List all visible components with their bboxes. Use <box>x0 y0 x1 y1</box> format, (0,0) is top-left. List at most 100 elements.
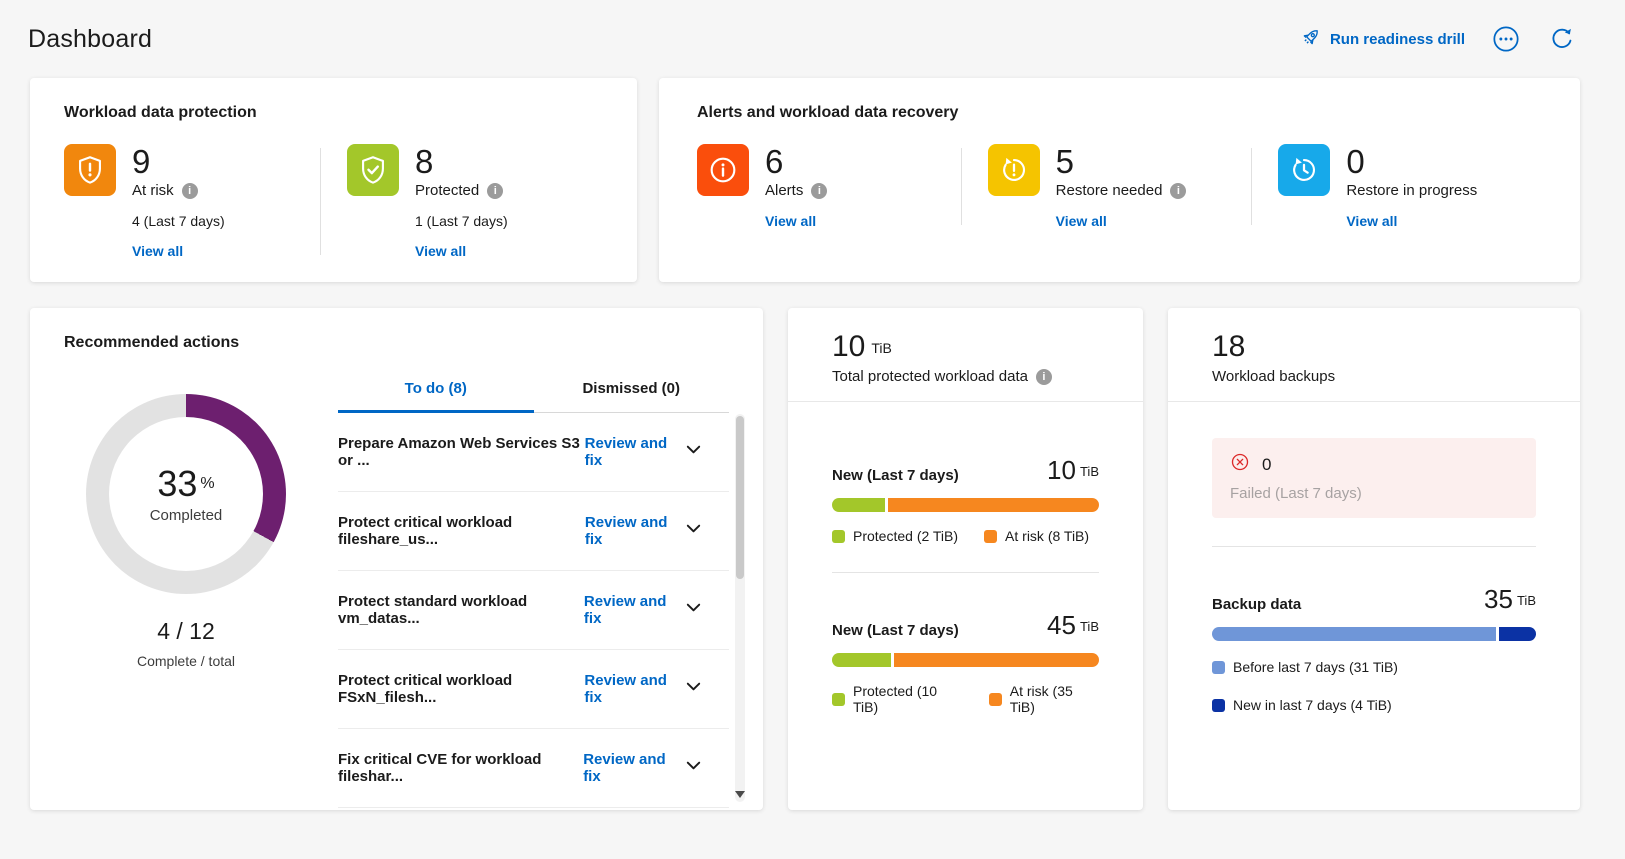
restore-in-progress-label: Restore in progress <box>1346 182 1478 199</box>
at-risk-view-all-link[interactable]: View all <box>132 243 184 259</box>
info-icon[interactable] <box>1035 368 1052 385</box>
legend-swatch <box>1212 698 1225 712</box>
action-row: Protect critical workload FSxN_filesh...… <box>338 650 729 729</box>
page-header: Dashboard Run readiness drill <box>28 14 1577 64</box>
section-title: New (Last 7 days) <box>832 622 959 639</box>
donut-caption: Completed <box>149 506 223 524</box>
more-options-button[interactable] <box>1491 24 1521 54</box>
review-and-fix-button[interactable]: Review and fix <box>584 593 703 627</box>
run-readiness-drill-button[interactable]: Run readiness drill <box>1300 26 1465 52</box>
divider <box>832 572 1099 573</box>
protected-stat: 8 Protected 1 (Last 7 days) View all <box>347 144 603 259</box>
scrollbar-down-arrow[interactable] <box>735 789 745 799</box>
donut-percent-unit: % <box>200 474 215 492</box>
protection-stats: 9 At risk 4 (Last 7 days) View all 8 <box>64 144 603 259</box>
review-and-fix-button[interactable]: Review and fix <box>584 672 703 706</box>
legend-swatch <box>832 529 845 543</box>
alerts-view-all-link[interactable]: View all <box>765 213 817 229</box>
total-protected-unit: TiB <box>871 340 892 356</box>
bar-segment-new-7-days <box>1499 627 1536 641</box>
legend-at-risk: At risk (35 TiB) <box>988 683 1099 715</box>
run-readiness-drill-label: Run readiness drill <box>1329 30 1465 48</box>
protected-view-all-link[interactable]: View all <box>415 243 467 259</box>
section-unit: TiB <box>1079 619 1099 634</box>
legend-before-7-days: Before last 7 days (31 TiB) <box>1212 659 1536 675</box>
total-protected-data-card: 10 TiB Total protected workload data New… <box>788 308 1143 810</box>
legend-protected: Protected (10 TiB) <box>832 683 963 715</box>
workload-data-protection-card: Workload data protection 9 At risk 4 (La… <box>30 78 637 282</box>
chevron-down-icon[interactable] <box>684 519 703 543</box>
action-row: Prepare Amazon Web Services S3 or ... Re… <box>338 413 729 492</box>
restore-needed-view-all-link[interactable]: View all <box>1055 213 1107 229</box>
legend-protected: Protected (2 TiB) <box>832 528 958 544</box>
page-title: Dashboard <box>28 24 153 53</box>
tab-todo[interactable]: To do (8) <box>338 368 534 413</box>
alerts-recovery-card: Alerts and workload data recovery 6 Aler… <box>659 78 1580 282</box>
at-risk-stat: 9 At risk 4 (Last 7 days) View all <box>64 144 320 259</box>
stacked-bar <box>832 498 1099 512</box>
review-and-fix-button[interactable]: Review and fix <box>583 751 703 785</box>
info-icon[interactable] <box>811 182 828 199</box>
backups-count: 18 <box>1212 330 1246 363</box>
review-and-fix-button[interactable]: Review and fix <box>585 514 703 548</box>
action-title: Protect critical workload FSxN_filesh... <box>338 672 513 706</box>
restore-in-progress-count: 0 <box>1346 143 1365 180</box>
info-icon[interactable] <box>487 182 504 199</box>
refresh-button[interactable] <box>1547 24 1577 54</box>
info-icon[interactable] <box>1170 182 1187 199</box>
backup-data-section: Backup data 35 TiB Before last 7 days (3… <box>1212 585 1536 713</box>
restore-clock-icon <box>1278 144 1331 196</box>
new-data-section-1: New (Last 7 days) 10 TiB Protected (2 Ti… <box>832 456 1099 544</box>
workload-backups-card: 18 Workload backups 0 Failed (Last 7 day… <box>1168 308 1580 810</box>
chevron-down-icon[interactable] <box>684 598 703 622</box>
legend-new-7-days: New in last 7 days (4 TiB) <box>1212 697 1536 713</box>
chevron-down-icon[interactable] <box>684 440 703 464</box>
total-protected-label: Total protected workload data <box>832 368 1028 385</box>
backups-label: Workload backups <box>1212 368 1336 385</box>
section-value: 10 <box>1047 455 1076 485</box>
failed-backups-banner: 0 Failed (Last 7 days) <box>1212 438 1536 518</box>
restore-alert-icon <box>987 144 1040 196</box>
recovery-stats: 6 Alerts View all 5 Restore needed <box>697 144 1542 229</box>
failed-label: Failed (Last 7 days) <box>1230 485 1362 502</box>
bar-segment-at-risk <box>893 653 1099 667</box>
alerts-label: Alerts <box>765 182 804 199</box>
review-and-fix-button[interactable]: Review and fix <box>585 435 703 469</box>
protected-count: 8 <box>415 143 434 180</box>
rocket-icon <box>1300 26 1322 52</box>
backup-data-title: Backup data <box>1212 596 1302 613</box>
shield-alert-icon <box>64 144 116 196</box>
card-title: Workload data protection <box>64 104 257 121</box>
donut-ring: 33 % Completed <box>86 394 286 594</box>
action-row: Protect standard workload vm_datas... Re… <box>338 571 729 650</box>
legend-swatch <box>984 529 998 543</box>
alerts-count: 6 <box>765 143 784 180</box>
bar-segment-protected <box>832 498 885 512</box>
action-title: Fix critical CVE for workload fileshar..… <box>338 751 542 785</box>
backups-header: 18 Workload backups <box>1168 308 1580 402</box>
section-title: New (Last 7 days) <box>832 467 959 484</box>
at-risk-last7: 4 (Last 7 days) <box>132 213 225 229</box>
chevron-down-icon[interactable] <box>684 756 703 780</box>
info-icon[interactable] <box>181 182 198 199</box>
complete-ratio-caption: Complete / total <box>136 653 236 669</box>
restore-needed-count: 5 <box>1055 143 1075 180</box>
protected-last7: 1 (Last 7 days) <box>415 213 508 229</box>
header-actions: Run readiness drill <box>1300 24 1577 54</box>
stacked-bar <box>832 653 1099 667</box>
action-title: Protect standard workload vm_datas... <box>338 593 528 627</box>
card-title: Alerts and workload data recovery <box>697 104 959 121</box>
at-risk-count: 9 <box>132 143 151 180</box>
complete-ratio: 4 / 12 <box>157 618 215 644</box>
tab-dismissed[interactable]: Dismissed (0) <box>582 380 681 397</box>
new-data-section-2: New (Last 7 days) 45 TiB Protected (10 T… <box>832 611 1099 715</box>
completion-donut-chart: 33 % Completed 4 / 12 Complete / total <box>64 368 308 808</box>
scrollbar-thumb[interactable] <box>736 416 744 579</box>
restore-in-progress-view-all-link[interactable]: View all <box>1346 213 1398 229</box>
scrollbar[interactable] <box>735 414 745 802</box>
chevron-down-icon[interactable] <box>684 677 703 701</box>
action-title: Protect critical workload fileshare_us..… <box>338 514 513 548</box>
protected-data-header: 10 TiB Total protected workload data <box>788 308 1143 402</box>
error-circle-icon <box>1230 452 1250 477</box>
